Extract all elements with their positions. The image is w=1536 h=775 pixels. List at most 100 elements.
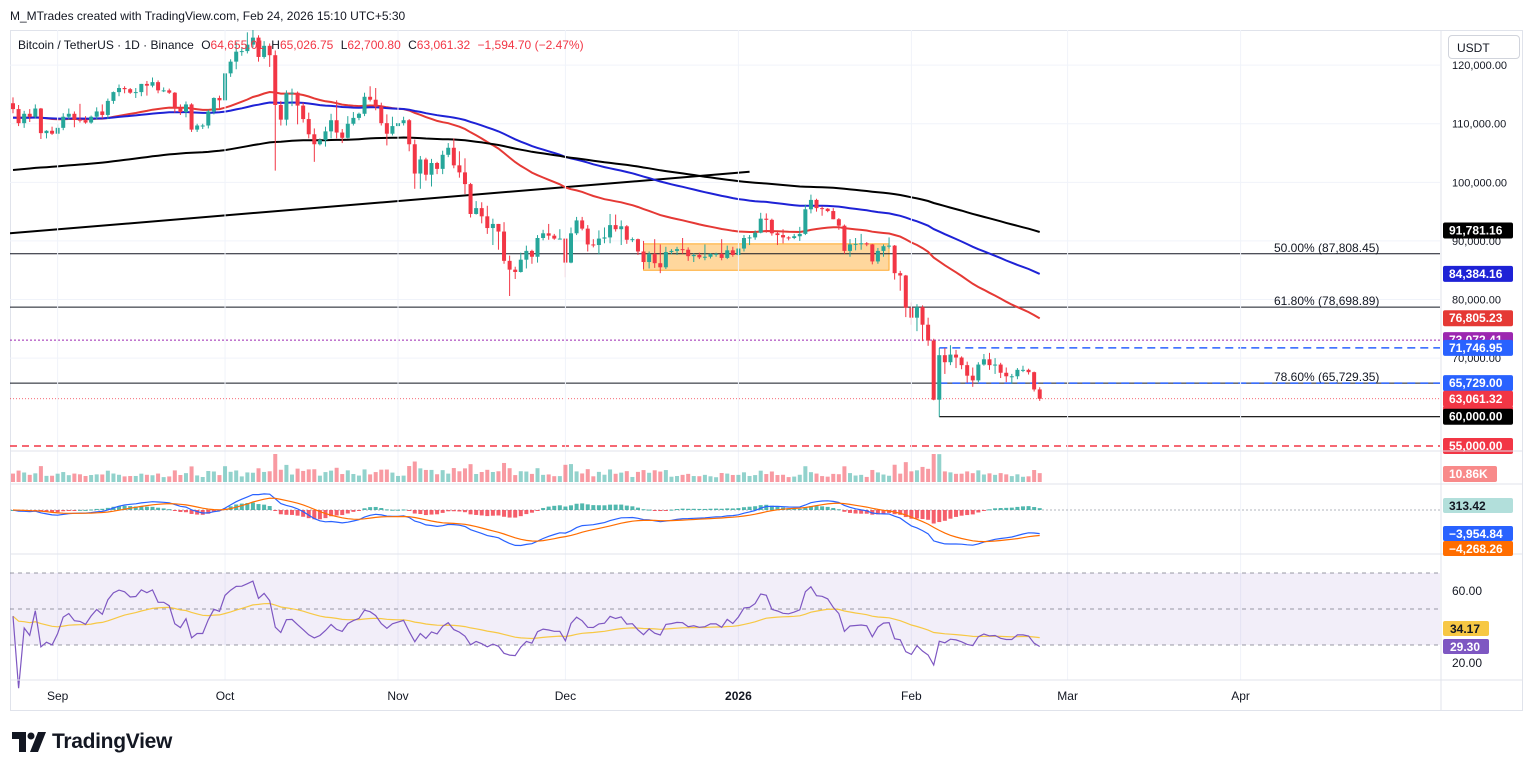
macd-histogram-bar: [1020, 506, 1025, 510]
macd-histogram-bar: [524, 510, 529, 515]
candle-body: [150, 82, 155, 86]
candle-body: [329, 120, 334, 132]
candle-body: [429, 163, 434, 175]
volume-bar: [1032, 470, 1037, 482]
candle-body: [189, 104, 194, 130]
candle-body: [1037, 389, 1042, 399]
candle-body: [848, 244, 852, 251]
volume-bar: [797, 474, 802, 482]
volume-bar: [256, 468, 261, 482]
price-axis-label: 91,781.16: [1449, 223, 1503, 237]
macd-histogram-bar: [167, 509, 172, 511]
volume-bar: [334, 467, 339, 482]
macd-histogram-bar: [702, 508, 707, 510]
rsi-badge: [1443, 639, 1489, 654]
volume-bar: [948, 472, 953, 482]
macd-histogram-bar: [993, 508, 998, 510]
macd-histogram-bar: [591, 505, 596, 510]
volume-bar: [786, 477, 791, 482]
volume-bar: [981, 474, 986, 482]
macd-histogram-bar: [312, 510, 317, 520]
volume-bar: [139, 473, 144, 482]
candle-body: [94, 111, 99, 117]
volume-bar: [931, 454, 936, 482]
volume-bar: [189, 466, 194, 482]
volume-bar: [211, 471, 216, 482]
change-value: −1,594.70 (−2.47%): [477, 38, 584, 52]
price-axis-label: 76,805.23: [1449, 311, 1503, 325]
macd-histogram-bar: [808, 506, 813, 510]
volume-bar: [128, 476, 133, 482]
macd-histogram-bar: [663, 510, 668, 511]
volume-bar: [396, 475, 401, 482]
candle-body: [273, 55, 278, 105]
x-tick-label: Sep: [47, 689, 69, 703]
price-axis-badge: [1443, 265, 1513, 282]
volume-bar: [33, 473, 38, 482]
high-value: 65,026.75: [279, 38, 334, 52]
candle-body: [786, 237, 791, 239]
price-axis-badge: [1443, 222, 1513, 239]
volume-bar: [641, 470, 646, 482]
candle-body: [33, 108, 38, 117]
candle-body: [814, 199, 819, 209]
volume-bar: [747, 475, 752, 482]
volume-bar: [412, 461, 417, 482]
volume-bar: [228, 471, 233, 482]
volume-bar: [239, 476, 244, 482]
candle-body: [513, 269, 518, 272]
volume-bar: [875, 472, 880, 482]
macd-histogram-bar: [652, 510, 657, 511]
y-tick-label: 90,000.00: [1452, 236, 1501, 248]
currency-button[interactable]: USDT: [1448, 35, 1520, 59]
macd-histogram-bar: [848, 510, 852, 513]
volume-bar: [502, 462, 507, 482]
volume-bar: [423, 469, 428, 482]
candle-body: [1020, 369, 1025, 371]
macd-histogram-bar: [803, 507, 808, 510]
candle-body: [937, 355, 942, 400]
macd-histogram-bar: [50, 510, 55, 513]
candle-body: [139, 83, 144, 93]
candle-body: [401, 120, 406, 124]
volume-bar: [825, 476, 830, 482]
macd-histogram-bar: [77, 509, 82, 511]
volume-bar: [926, 468, 931, 482]
symbol-title[interactable]: Bitcoin / TetherUS · 1D · Binance: [18, 38, 194, 52]
volume-bar: [368, 474, 373, 482]
macd-histogram-bar: [825, 506, 830, 510]
macd-histogram-bar: [262, 504, 267, 510]
macd-histogram-bar: [580, 503, 585, 510]
candle-body: [691, 254, 696, 257]
volume-bar: [429, 469, 434, 482]
candle-body: [105, 100, 110, 115]
high-label: H: [271, 38, 280, 52]
macd-histogram-bar: [295, 510, 300, 516]
macd-histogram-bar: [356, 510, 361, 511]
price-axis-badge: [1443, 339, 1513, 356]
volume-bar: [764, 474, 769, 482]
candle-body: [663, 252, 668, 268]
symbol-legend: Bitcoin / TetherUS · 1D · Binance O64,65…: [18, 38, 584, 52]
candle-body: [769, 219, 774, 234]
volume-bar: [853, 475, 858, 482]
macd-histogram-bar: [306, 510, 311, 519]
macd-histogram-bar: [864, 510, 869, 514]
volume-bar: [808, 472, 813, 482]
volume-bar: [993, 474, 998, 482]
volume-bar: [596, 471, 601, 482]
candle-body: [172, 92, 177, 108]
candle-body: [725, 250, 730, 258]
tradingview-logo[interactable]: TradingView: [12, 730, 172, 754]
candle-body: [574, 220, 579, 234]
macd-histogram-bar: [535, 510, 540, 511]
volume-bar: [306, 469, 311, 482]
volume-bar: [89, 475, 94, 482]
x-tick-label: Apr: [1231, 689, 1250, 703]
volume-bar: [730, 474, 735, 482]
macd-histogram-bar: [462, 510, 467, 513]
close-label: C: [408, 38, 417, 52]
x-tick-label: Mar: [1057, 689, 1078, 703]
candle-body: [245, 44, 250, 52]
